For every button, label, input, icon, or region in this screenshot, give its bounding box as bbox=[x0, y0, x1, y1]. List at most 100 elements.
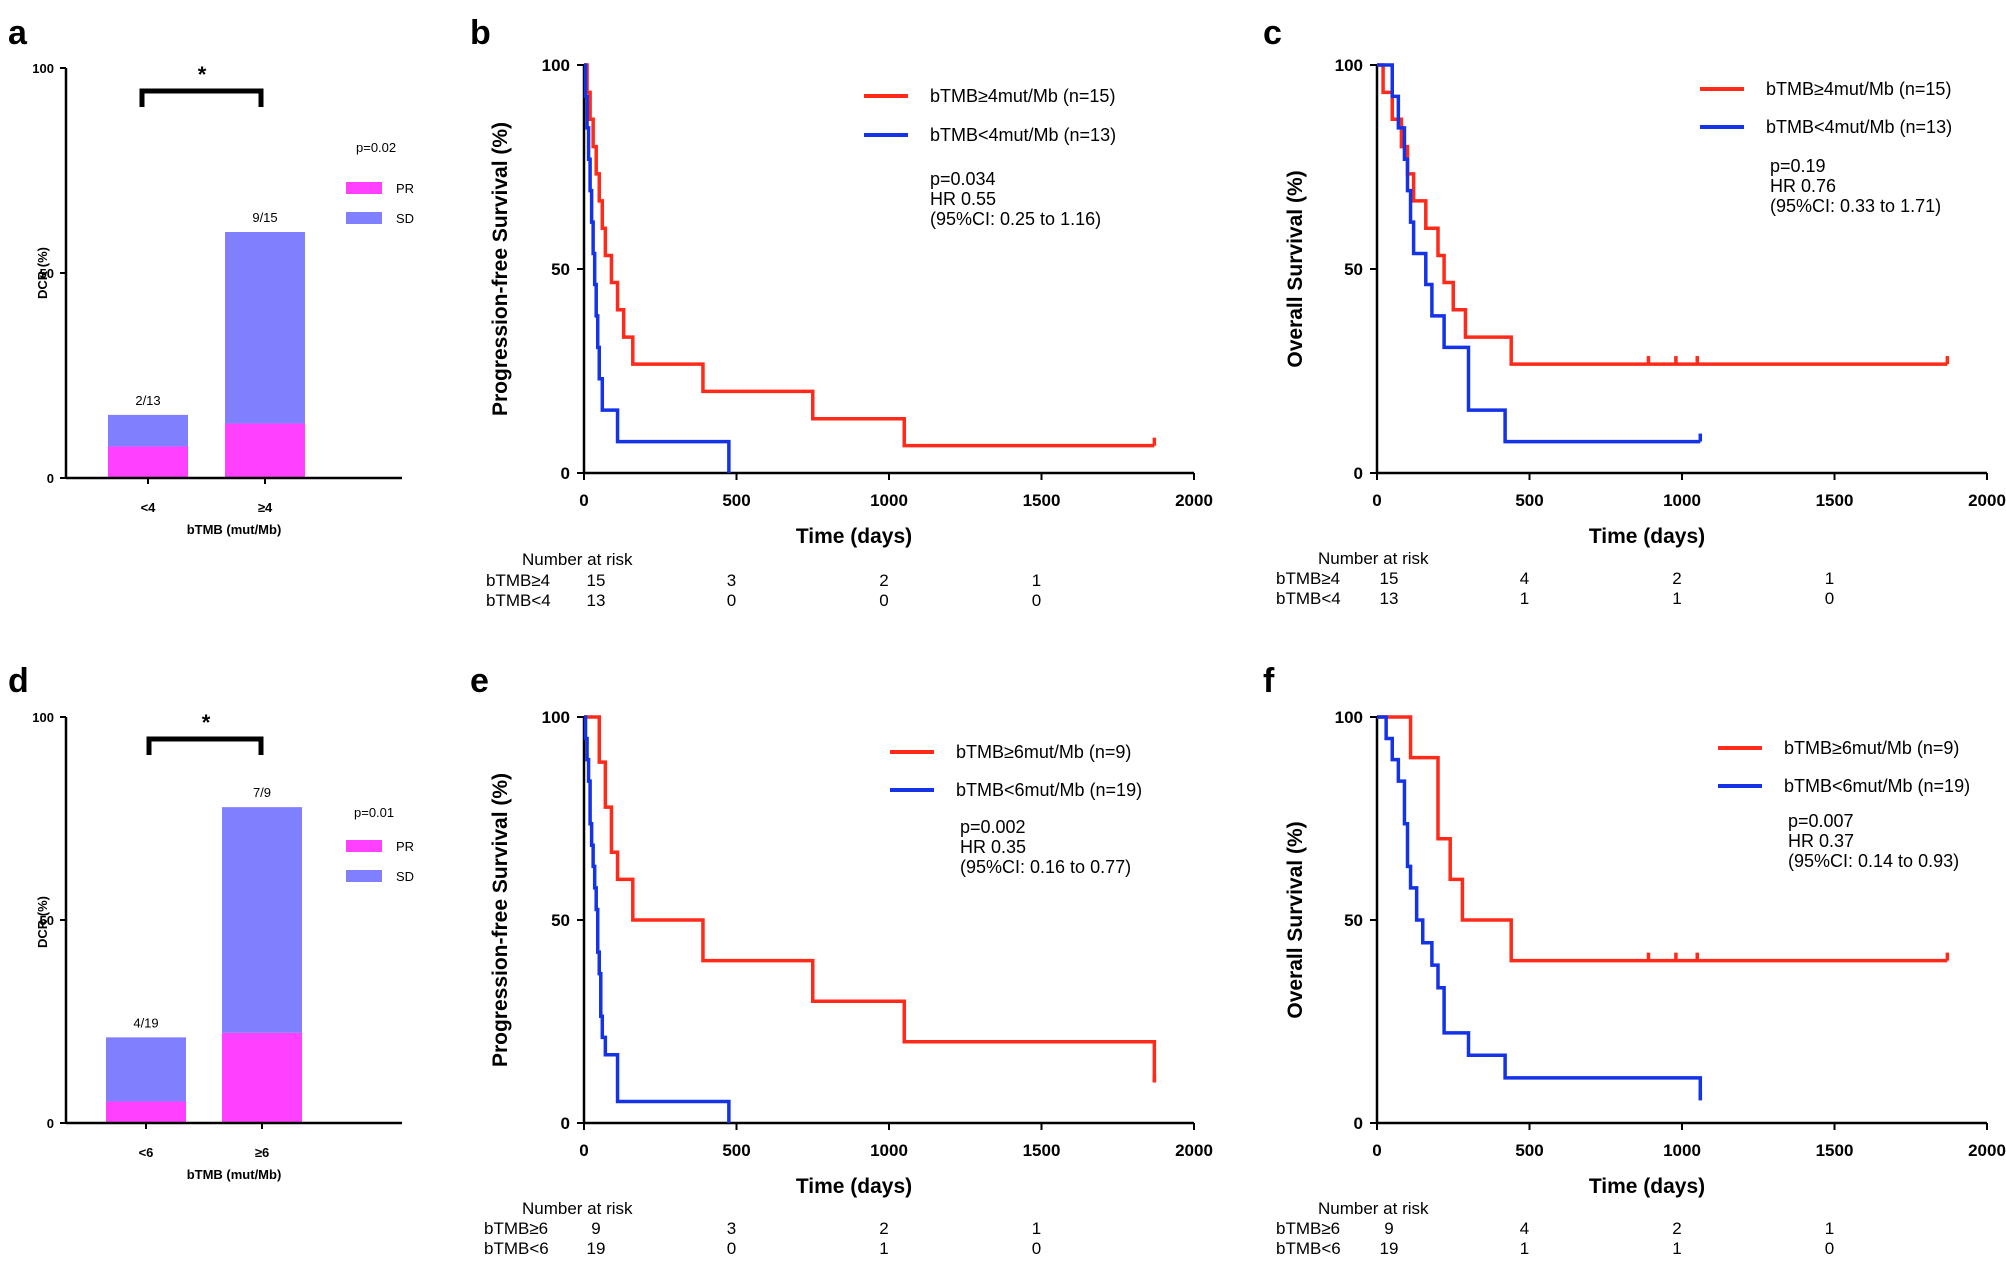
x-tick-label-1: 500 bbox=[722, 491, 750, 510]
x-tick-label-3: 1500 bbox=[1023, 491, 1061, 510]
stat-line-1: HR 0.37 bbox=[1788, 831, 1854, 851]
survival-curve-0 bbox=[584, 715, 1157, 1083]
stat-line-2: (95%CI: 0.14 to 0.93) bbox=[1788, 851, 1959, 871]
risk-value-1-2: 1 bbox=[879, 1239, 888, 1258]
x-tick-label-2: 1000 bbox=[870, 491, 908, 510]
y-tick-label-2: 100 bbox=[1335, 708, 1363, 727]
risk-value-0-2: 2 bbox=[879, 1219, 888, 1238]
significance-star: * bbox=[198, 62, 207, 87]
stat-line-2: (95%CI: 0.25 to 1.16) bbox=[930, 209, 1101, 229]
risk-value-1-2: 1 bbox=[1672, 1239, 1681, 1258]
legend-swatch-pr bbox=[346, 840, 382, 852]
significance-star: * bbox=[202, 710, 211, 735]
legend-label-sd: SD bbox=[396, 211, 414, 226]
y-axis-title: Overall Survival (%) bbox=[1284, 170, 1307, 367]
risk-value-1-3: 0 bbox=[1825, 1239, 1834, 1258]
legend-label-pr: PR bbox=[396, 839, 414, 854]
x-tick-label-3: 1500 bbox=[1816, 1141, 1854, 1160]
legend-swatch-sd bbox=[346, 212, 382, 224]
risk-value-0-1: 4 bbox=[1520, 1219, 1529, 1238]
risk-row-label-0: bTMB≥6 bbox=[1276, 1219, 1340, 1238]
legend-swatch-pr bbox=[346, 182, 382, 194]
y-tick-label-0: 0 bbox=[1354, 464, 1363, 483]
x-tick-label-2: 1000 bbox=[870, 1141, 908, 1160]
x-tick-label-0: <4 bbox=[141, 500, 157, 515]
legend-label-1: bTMB<6mut/Mb (n=19) bbox=[1784, 776, 1970, 796]
y-tick-label-0: 0 bbox=[1354, 1114, 1363, 1133]
y-tick-label-1: 50 bbox=[551, 911, 570, 930]
risk-value-1-1: 0 bbox=[727, 591, 736, 610]
y-tick-label-0: 0 bbox=[561, 1114, 570, 1133]
survival-curve-1 bbox=[1377, 715, 1703, 1101]
risk-value-1-0: 13 bbox=[1380, 589, 1399, 608]
risk-value-1-3: 0 bbox=[1032, 1239, 1041, 1258]
p-value: p=0.01 bbox=[354, 805, 394, 820]
bar-label-1: 9/15 bbox=[252, 210, 277, 225]
legend-label-0: bTMB≥6mut/Mb (n=9) bbox=[956, 742, 1131, 762]
bar-sd-1 bbox=[225, 232, 305, 424]
x-tick-label-0: <6 bbox=[139, 1145, 154, 1160]
panel-c: c 0 500 1000 1500 2000 0 50 100 Time (days) Overal… bbox=[1263, 14, 2006, 608]
stat-line-0: p=0.002 bbox=[960, 817, 1026, 837]
panel-letter-b: b bbox=[470, 14, 491, 52]
y-tick-label-2: 100 bbox=[542, 56, 570, 75]
y-tick-label-2: 100 bbox=[32, 710, 54, 725]
y-tick-label-1: 50 bbox=[1344, 260, 1363, 279]
risk-value-0-3: 1 bbox=[1825, 1219, 1834, 1238]
y-tick-label-1: 50 bbox=[1344, 911, 1363, 930]
legend-label-1: bTMB<6mut/Mb (n=19) bbox=[956, 780, 1142, 800]
stat-line-1: HR 0.55 bbox=[930, 189, 996, 209]
bar-label-0: 2/13 bbox=[135, 393, 160, 408]
bar-sd-1 bbox=[222, 807, 302, 1033]
risk-value-0-2: 2 bbox=[879, 571, 888, 590]
x-axis-title: bTMB (mut/Mb) bbox=[187, 522, 282, 537]
x-axis-title: Time (days) bbox=[796, 1175, 912, 1198]
legend-label-pr: PR bbox=[396, 181, 414, 196]
x-tick-label-1: 500 bbox=[1515, 1141, 1543, 1160]
y-axis-title: DCR (%) bbox=[35, 896, 50, 948]
risk-value-1-1: 1 bbox=[1520, 1239, 1529, 1258]
x-tick-label-1: ≥4 bbox=[258, 500, 273, 515]
x-tick-label-1: ≥6 bbox=[255, 1145, 269, 1160]
bar-pr-1 bbox=[225, 423, 305, 478]
bar-sd-0 bbox=[108, 414, 188, 447]
risk-value-0-2: 2 bbox=[1672, 569, 1681, 588]
risk-table-header: Number at risk bbox=[1318, 1199, 1429, 1218]
risk-row-label-1: bTMB<6 bbox=[484, 1239, 549, 1258]
risk-value-1-0: 13 bbox=[587, 591, 606, 610]
x-tick-label-4: 2000 bbox=[1175, 491, 1213, 510]
significance-bracket bbox=[146, 736, 264, 755]
risk-value-1-0: 19 bbox=[1380, 1239, 1399, 1258]
panel-letter-a: a bbox=[8, 14, 28, 52]
x-axis-title: Time (days) bbox=[1589, 525, 1705, 548]
panel-a: a 2/13 <4 9/15 ≥4 0 50 100 bTMB (mut/Mb) DCR (%) *… bbox=[8, 14, 414, 537]
x-axis-title: Time (days) bbox=[796, 525, 912, 548]
panel-letter-d: d bbox=[8, 662, 29, 700]
risk-value-1-3: 0 bbox=[1825, 589, 1834, 608]
stat-line-1: HR 0.35 bbox=[960, 837, 1026, 857]
risk-value-1-2: 0 bbox=[879, 591, 888, 610]
risk-value-1-2: 1 bbox=[1672, 589, 1681, 608]
risk-value-0-0: 9 bbox=[1384, 1219, 1393, 1238]
bar-pr-0 bbox=[106, 1101, 186, 1123]
risk-row-label-0: bTMB≥4 bbox=[1276, 569, 1340, 588]
risk-table-header: Number at risk bbox=[1318, 549, 1429, 568]
risk-row-label-1: bTMB<6 bbox=[1276, 1239, 1341, 1258]
legend-label-1: bTMB<4mut/Mb (n=13) bbox=[930, 125, 1116, 145]
panel-letter-e: e bbox=[470, 662, 489, 700]
legend-label-0: bTMB≥6mut/Mb (n=9) bbox=[1784, 738, 1959, 758]
y-tick-label-0: 0 bbox=[47, 471, 54, 486]
x-tick-label-4: 2000 bbox=[1968, 1141, 2006, 1160]
bar-pr-1 bbox=[222, 1032, 302, 1123]
y-tick-label-1: 50 bbox=[40, 266, 54, 281]
x-tick-label-0: 0 bbox=[1372, 1141, 1381, 1160]
bar-label-0: 4/19 bbox=[133, 1015, 158, 1030]
risk-value-1-3: 0 bbox=[1032, 591, 1041, 610]
risk-table-header: Number at risk bbox=[522, 550, 633, 569]
risk-value-0-0: 9 bbox=[591, 1219, 600, 1238]
risk-value-1-1: 1 bbox=[1520, 589, 1529, 608]
x-tick-label-3: 1500 bbox=[1023, 1141, 1061, 1160]
panel-d: d 4/19 <6 7/9 ≥6 0 50 100 bTMB (mut/Mb) DCR (%) * p… bbox=[8, 662, 414, 1182]
